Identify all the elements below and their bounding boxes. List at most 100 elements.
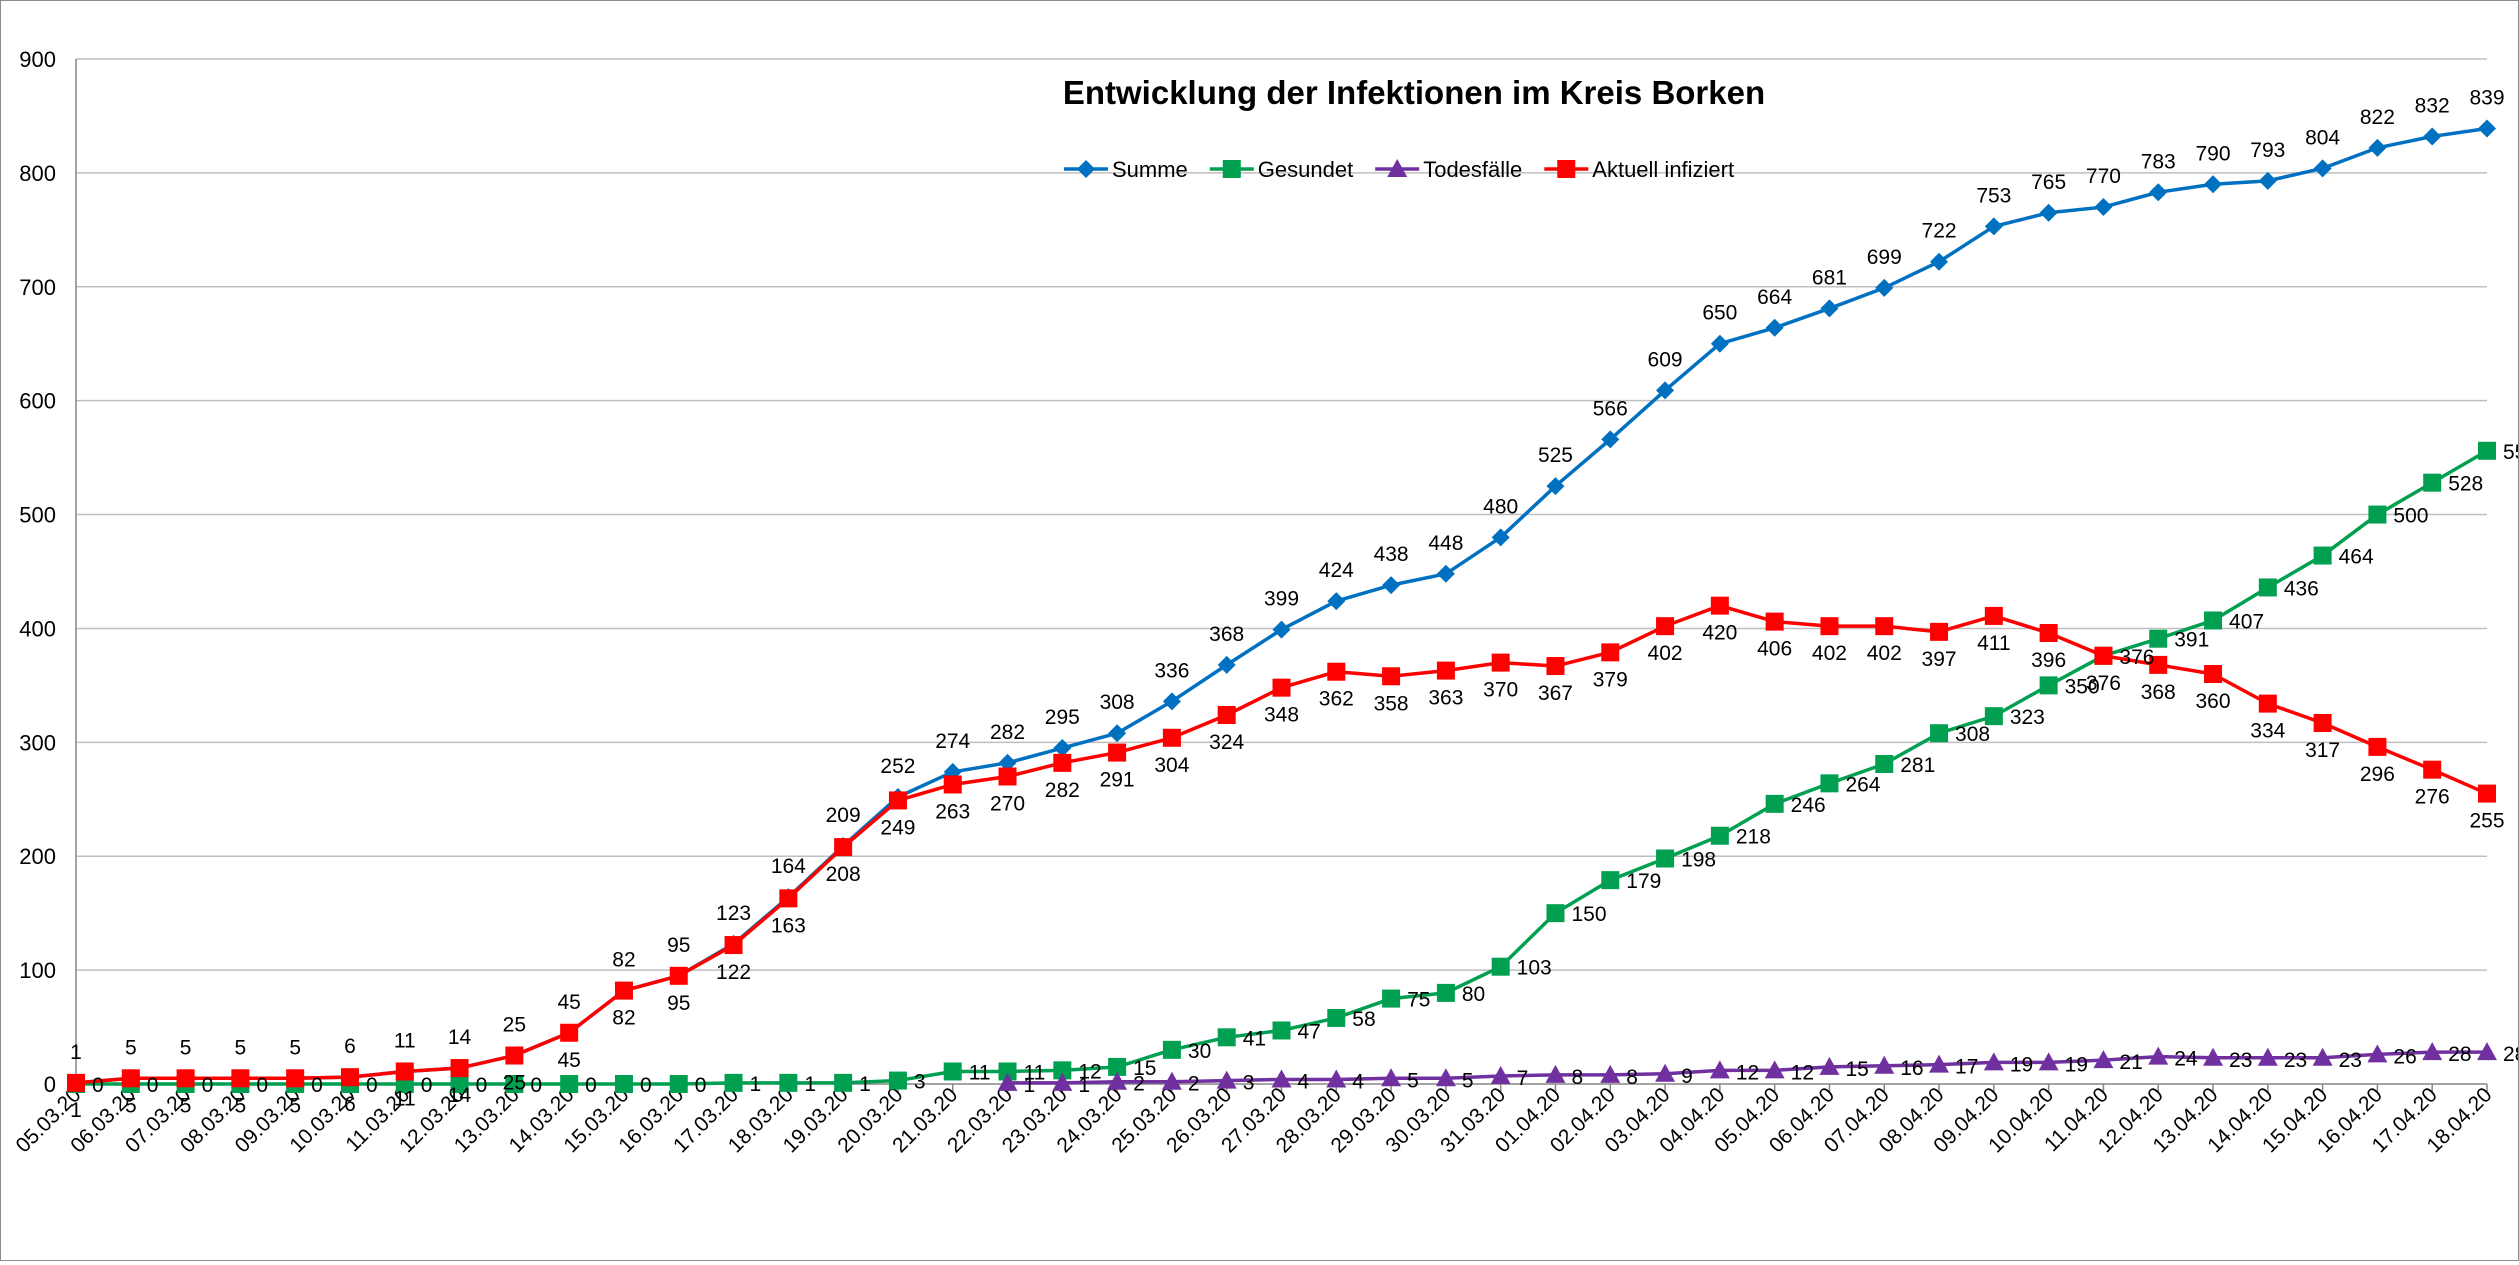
data-point [1108, 743, 1127, 762]
data-label: 164 [771, 855, 806, 878]
legend-label: Todesfälle [1423, 157, 1522, 182]
data-label: 0 [476, 1074, 488, 1097]
series-line [76, 449, 2488, 1086]
series-lines [67, 119, 2497, 1093]
data-label: 0 [147, 1074, 159, 1097]
data-point [2367, 1044, 2388, 1063]
data-label: 5 [1407, 1069, 1419, 1092]
data-point [1436, 661, 1455, 680]
data-point [450, 1059, 469, 1078]
data-point [2149, 655, 2168, 674]
data-point [2149, 183, 2168, 202]
data-label: 8 [1626, 1066, 1638, 1089]
data-label: 770 [2086, 165, 2121, 188]
data-point [1765, 794, 1784, 813]
data-point [2094, 646, 2113, 665]
data-label: 11 [1024, 1061, 1046, 1084]
data-label: 0 [695, 1074, 707, 1097]
data-label: 525 [1538, 444, 1573, 467]
data-label: 804 [2305, 126, 2340, 149]
data-label: 5 [1462, 1069, 1474, 1092]
data-label: 5 [289, 1094, 301, 1117]
data-label: 8 [1571, 1066, 1583, 1089]
data-label: 367 [1538, 682, 1573, 705]
data-point [1820, 617, 1839, 636]
data-point [2313, 159, 2332, 178]
data-point [1546, 904, 1565, 923]
legend-marker [1557, 160, 1576, 178]
data-point [1162, 692, 1181, 711]
data-point [2313, 546, 2332, 565]
data-point [669, 1075, 688, 1093]
data-label: 406 [1757, 638, 1792, 661]
data-label: 95 [667, 934, 690, 957]
data-point [2477, 1042, 2497, 1061]
data-label: 5 [180, 1094, 192, 1117]
data-point [286, 1069, 305, 1088]
data-label: 1 [804, 1073, 816, 1096]
data-label: 9 [1681, 1065, 1693, 1088]
data-point [2149, 629, 2168, 648]
data-label: 4 [1298, 1070, 1310, 1093]
data-label: 566 [1593, 397, 1628, 420]
y-tick-label: 100 [19, 958, 56, 983]
legend-marker [1387, 159, 1408, 177]
data-point [1272, 620, 1291, 639]
data-label: 21 [2119, 1051, 2142, 1074]
data-label: 19 [2065, 1053, 2088, 1076]
data-point [997, 1072, 1018, 1091]
data-point [1108, 1057, 1127, 1076]
data-point [2039, 203, 2058, 222]
y-tick-label: 600 [19, 389, 56, 414]
data-point [1875, 754, 1894, 773]
data-label: 270 [990, 793, 1025, 816]
data-label: 334 [2250, 720, 2285, 743]
data-label: 556 [2503, 441, 2518, 464]
data-point [1600, 1064, 1621, 1083]
data-label: 0 [366, 1074, 378, 1097]
y-tick-label: 400 [19, 616, 56, 641]
data-point [2203, 1047, 2224, 1066]
data-label: 464 [2339, 546, 2374, 569]
data-label: 15 [1133, 1057, 1156, 1080]
data-point [2313, 713, 2332, 732]
data-label: 2 [1133, 1073, 1145, 1096]
data-label: 218 [1736, 826, 1771, 849]
data-label: 15 [1845, 1058, 1868, 1081]
data-point [1217, 706, 1236, 724]
data-label: 722 [1922, 220, 1957, 243]
data-point [1601, 871, 1620, 890]
data-point [834, 838, 853, 857]
data-label: 402 [1867, 642, 1902, 665]
legend-label: Summe [1112, 157, 1188, 182]
data-label: 16 [1900, 1057, 1923, 1080]
data-point [2094, 198, 2113, 217]
data-point [669, 966, 688, 985]
data-point [2258, 171, 2277, 190]
data-label: 11 [394, 1029, 416, 1052]
data-label: 252 [880, 755, 915, 778]
data-point [614, 1075, 633, 1093]
data-point [1764, 1060, 1785, 1079]
data-label: 208 [826, 863, 861, 886]
data-label: 304 [1154, 754, 1189, 777]
data-label: 26 [2393, 1045, 2416, 1068]
data-point [1930, 252, 1949, 271]
data-label: 323 [2010, 706, 2045, 729]
data-point [2312, 1047, 2333, 1066]
data-label: 664 [1757, 286, 1792, 309]
data-point [2039, 624, 2058, 642]
legend: Summe Gesundet Todesfälle Aktuell infiziert [1064, 157, 1734, 182]
data-point [2258, 578, 2277, 597]
data-label: 336 [1154, 659, 1189, 682]
data-label: 0 [92, 1074, 104, 1097]
data-label: 399 [1264, 588, 1299, 611]
data-point [1053, 1061, 1072, 1080]
data-label: 4 [1352, 1070, 1364, 1093]
data-point [1162, 1040, 1181, 1059]
data-point [1490, 1066, 1511, 1085]
data-point [1875, 617, 1894, 636]
data-point [998, 767, 1017, 786]
data-label: 263 [935, 800, 970, 823]
data-point [888, 1071, 907, 1090]
